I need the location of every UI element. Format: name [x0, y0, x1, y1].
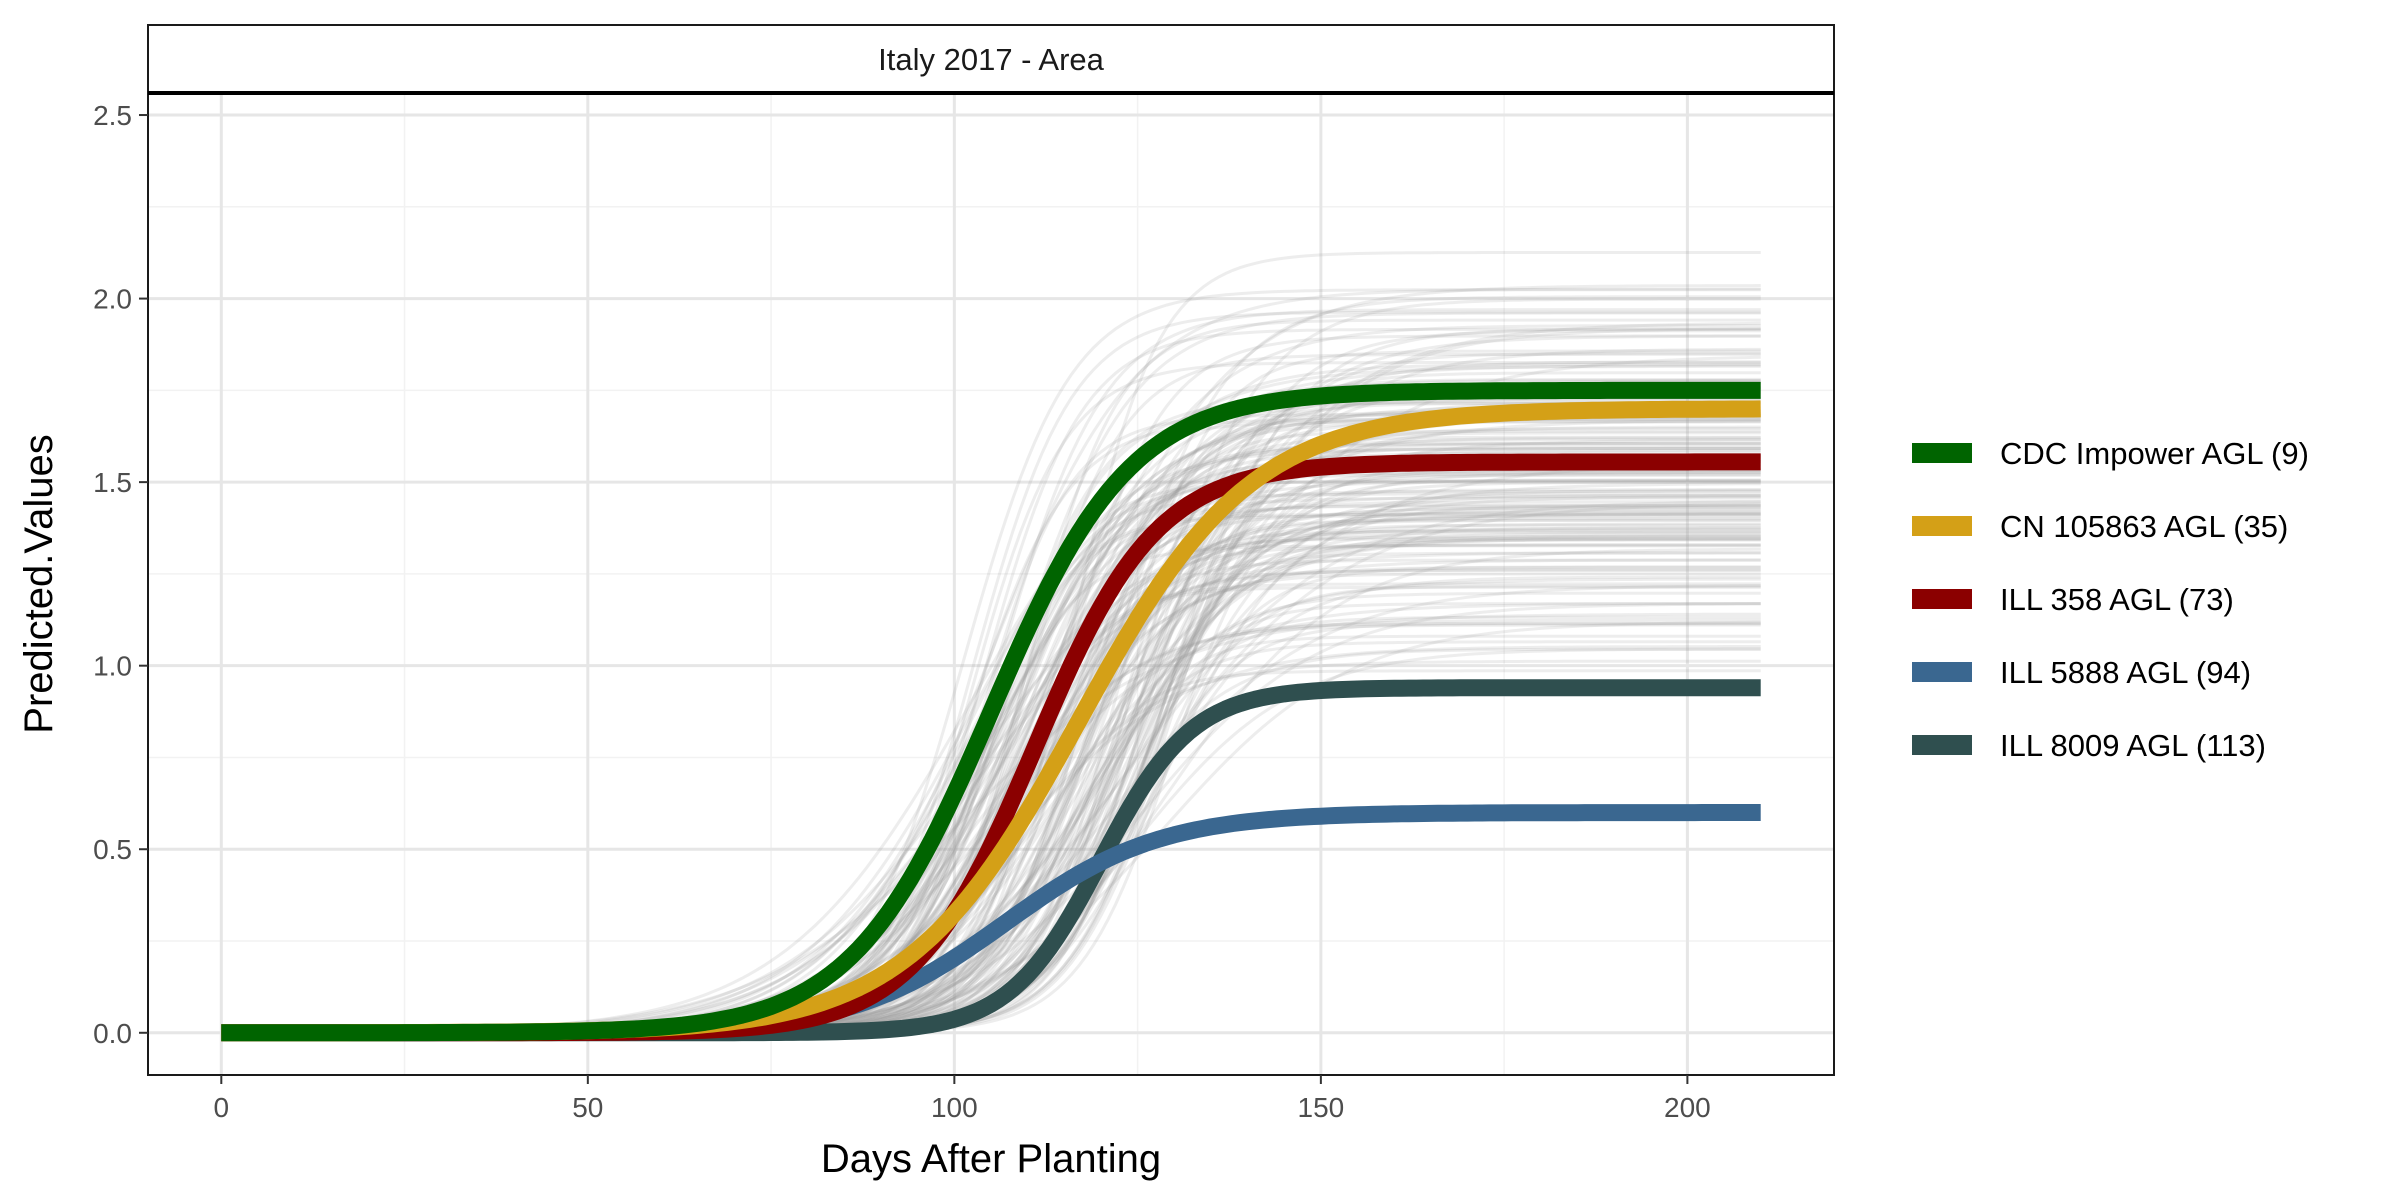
legend-key	[1912, 589, 1972, 609]
panel-background	[148, 93, 1834, 1075]
y-axis-title: Predicted.Values	[17, 434, 61, 733]
series-line	[220, 381, 1762, 1042]
facet-strip-box	[147, 24, 1835, 94]
x-tick-label: 100	[931, 1092, 978, 1123]
y-tick-label: 0.0	[93, 1018, 132, 1049]
x-tick-label: 0	[214, 1092, 230, 1123]
x-tick-label: 50	[572, 1092, 603, 1123]
legend-label: CDC Impower AGL (9)	[2000, 436, 2309, 471]
legend-label: CN 105863 AGL (35)	[2000, 509, 2288, 544]
legend-key	[1912, 735, 1972, 755]
legend-key	[1912, 443, 1972, 463]
facet-strip: Italy 2017 - Area	[147, 24, 1835, 94]
x-axis: 0 50 100 150 200	[214, 1075, 1711, 1123]
legend-label: ILL 358 AGL (73)	[2000, 582, 2234, 617]
legend-label: ILL 8009 AGL (113)	[2000, 728, 2266, 763]
facet-label: Italy 2017 - Area	[878, 42, 1105, 77]
x-tick-label: 150	[1298, 1092, 1345, 1123]
highlighted-series	[220, 381, 1762, 1042]
legend-key	[1912, 662, 1972, 682]
legend-key	[1912, 516, 1972, 536]
x-tick-label: 200	[1664, 1092, 1711, 1123]
legend-label: ILL 5888 AGL (94)	[2000, 655, 2251, 690]
y-tick-label: 0.5	[93, 834, 132, 865]
y-tick-label: 1.0	[93, 651, 132, 682]
y-tick-label: 2.0	[93, 284, 132, 315]
legend: CDC Impower AGL (9) CN 105863 AGL (35) ILL…	[1912, 436, 2309, 763]
y-tick-label: 2.5	[93, 100, 132, 131]
y-axis: 0.0 0.5 1.0 1.5 2.0 2.5	[93, 100, 148, 1049]
y-tick-label: 1.5	[93, 467, 132, 498]
x-axis-title: Days After Planting	[821, 1137, 1161, 1181]
plot-panel	[147, 91, 1835, 1076]
